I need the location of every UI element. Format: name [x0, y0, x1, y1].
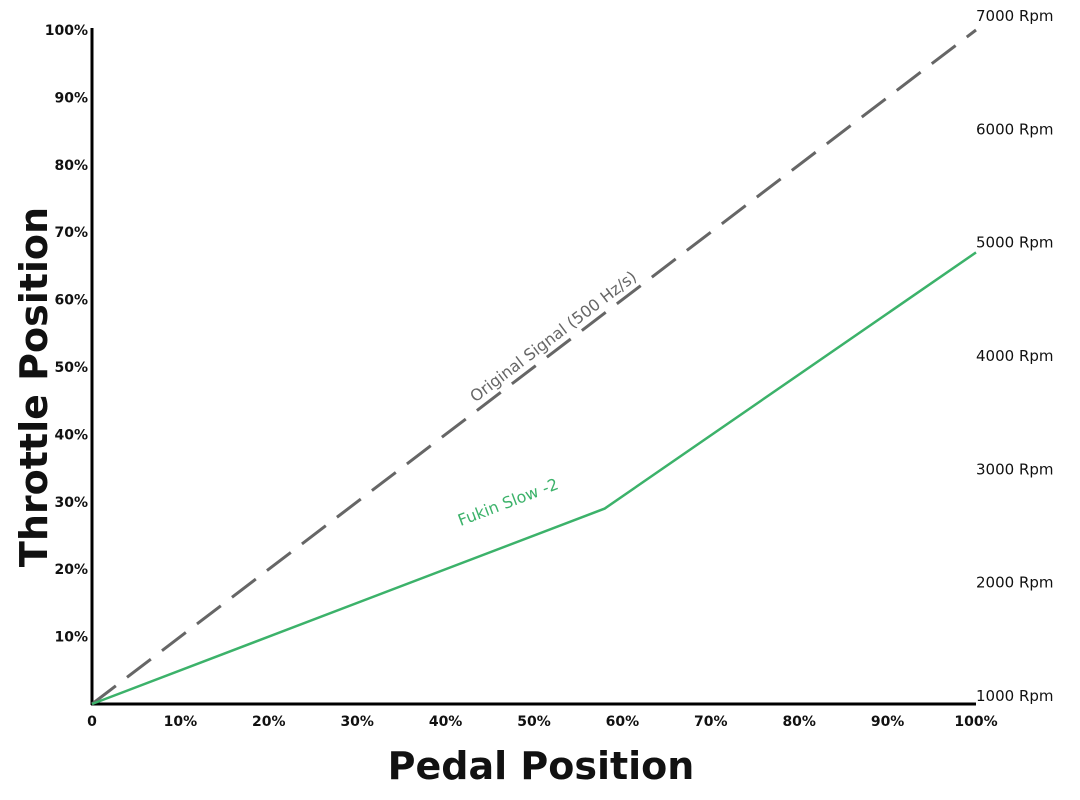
x-axis-title: Pedal Position [388, 744, 695, 788]
x-tick-label: 100% [954, 714, 997, 730]
series-lines [91, 28, 977, 706]
x-tick-label: 30% [340, 714, 374, 730]
rpm-tick-label: 1000 Rpm [976, 687, 1054, 705]
fukin-slow-line [91, 251, 977, 706]
x-tick-label: 40% [429, 714, 463, 730]
x-tick-label: 70% [694, 714, 728, 730]
x-tick-label: 50% [517, 714, 551, 730]
rpm-tick-label: 4000 Rpm [976, 347, 1054, 365]
y-tick-label: 70% [54, 225, 88, 241]
y-tick-label: 100% [45, 23, 88, 39]
rpm-tick-label: 5000 Rpm [976, 234, 1054, 252]
y-tick-labels: 10% 20% 30% 40% 50% 60% 70% 80% 90% 100% [45, 23, 88, 646]
rpm-tick-label: 7000 Rpm [976, 7, 1054, 25]
y-tick-label: 40% [54, 427, 88, 443]
x-tick-label: 20% [252, 714, 286, 730]
rpm-tick-label: 2000 Rpm [976, 574, 1054, 592]
y-tick-label: 60% [54, 293, 88, 309]
rpm-tick-label: 6000 Rpm [976, 120, 1054, 138]
y-tick-label: 90% [54, 90, 88, 106]
y-tick-label: 20% [54, 562, 88, 578]
original-signal-label: Original Signal (500 Hz/s) [466, 267, 640, 406]
x-tick-label: 60% [606, 714, 640, 730]
rpm-tick-label: 3000 Rpm [976, 460, 1054, 478]
y-axis-title: Throttle Position [12, 207, 56, 567]
y-tick-label: 80% [54, 158, 88, 174]
x-tick-label: 10% [164, 714, 198, 730]
y-tick-label: 30% [54, 495, 88, 511]
x-tick-label: 0 [87, 714, 97, 730]
original-signal-line [91, 28, 977, 706]
right-axis-tick-labels: 1000 Rpm 2000 Rpm 3000 Rpm 4000 Rpm 5000 Rpm… [976, 7, 1054, 705]
axes [90, 28, 976, 706]
series-labels: Original Signal (500 Hz/s) Fukin Slow -2 [455, 267, 640, 530]
x-tick-labels: 0 10% 20% 30% 40% 50% 60% 70% 80% 90% 100% [87, 714, 998, 730]
x-tick-label: 90% [871, 714, 905, 730]
y-tick-label: 10% [54, 630, 88, 646]
x-tick-label: 80% [782, 714, 816, 730]
fukin-slow-label: Fukin Slow -2 [455, 474, 561, 529]
y-tick-label: 50% [54, 360, 88, 376]
